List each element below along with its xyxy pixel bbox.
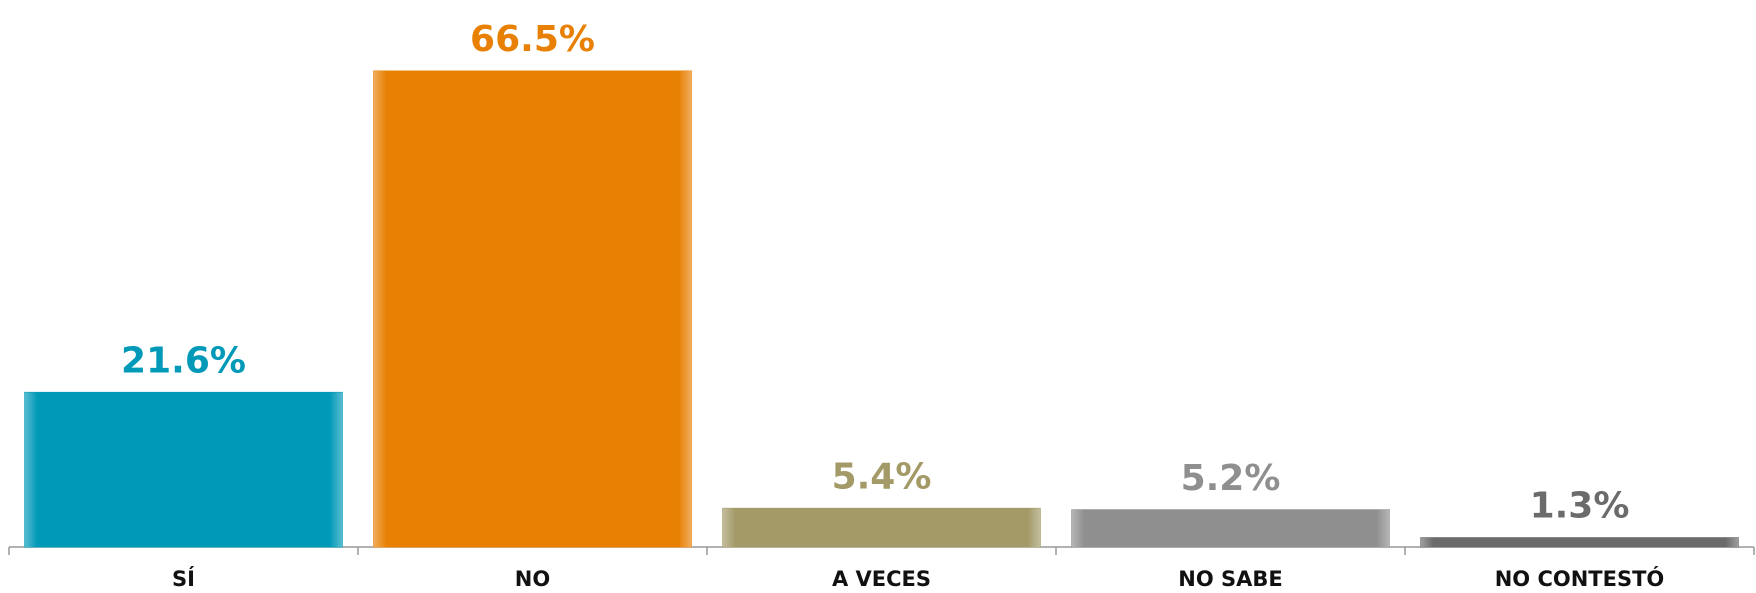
bar xyxy=(373,70,692,548)
bar xyxy=(1420,537,1739,548)
value-label: 1.3% xyxy=(1530,486,1630,527)
value-label: 5.4% xyxy=(832,456,932,497)
bar xyxy=(1071,509,1390,548)
value-label: 5.2% xyxy=(1181,458,1281,499)
value-label: 21.6% xyxy=(121,340,246,381)
value-label: 66.5% xyxy=(470,19,595,60)
bar xyxy=(24,391,343,548)
x-tick-label: NO CONTESTÓ xyxy=(1495,566,1665,591)
x-tick-label: A VECES xyxy=(832,567,931,591)
bar xyxy=(722,507,1041,548)
x-tick-label: SÍ xyxy=(172,566,195,591)
x-tick-label: NO SABE xyxy=(1178,567,1282,591)
x-tick-label: NO xyxy=(515,567,550,591)
